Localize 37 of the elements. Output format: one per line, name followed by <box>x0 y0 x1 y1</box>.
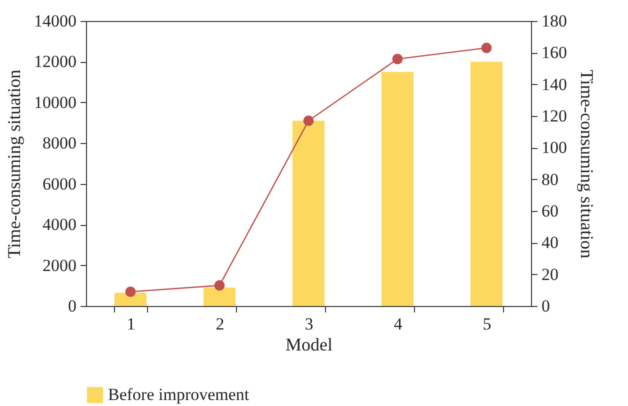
point <box>125 286 136 297</box>
point <box>481 42 492 54</box>
y-axis-title: Time-consuming situation <box>4 70 24 258</box>
y-tick-label: 8000 <box>42 134 76 153</box>
point <box>392 54 403 64</box>
x-tick-label: 4 <box>394 314 403 334</box>
y2-axis-title: Time-consuming situation <box>577 70 597 258</box>
y2-tick-label: 40 <box>542 233 558 252</box>
y2-tick-label: 160 <box>542 43 567 62</box>
y-tick-label: 6000 <box>42 174 76 194</box>
x-tick-label: 2 <box>216 314 224 334</box>
x-tick-label: 1 <box>126 314 136 334</box>
y-tick-label: 10000 <box>34 92 76 112</box>
y2-tick-label: 180 <box>542 12 567 30</box>
bar <box>292 120 325 306</box>
bar <box>114 292 147 306</box>
y2-tick-label: 60 <box>542 202 558 220</box>
bar <box>470 62 503 306</box>
bar <box>381 72 414 306</box>
y-tick-label: 2000 <box>42 256 76 275</box>
y2-tick-label: 0 <box>542 296 550 316</box>
point <box>214 280 225 291</box>
point <box>303 116 314 126</box>
legend-label: Before improvement <box>108 385 250 404</box>
y-tick-label: 14000 <box>34 12 76 30</box>
bar <box>203 288 236 306</box>
y2-tick-label: 100 <box>542 138 567 158</box>
y-tick-label: 12000 <box>34 52 76 72</box>
y2-tick-label: 80 <box>542 170 558 189</box>
y-tick-label: 4000 <box>42 215 76 234</box>
x-tick-label: 3 <box>304 314 314 334</box>
y-tick-label: 0 <box>68 296 76 316</box>
y2-tick-label: 140 <box>542 74 567 94</box>
y2-tick-label: 120 <box>542 106 567 126</box>
x-tick-label: 5 <box>482 314 492 334</box>
x-axis-title: Model <box>286 334 332 354</box>
y2-tick-label: 20 <box>542 264 558 284</box>
